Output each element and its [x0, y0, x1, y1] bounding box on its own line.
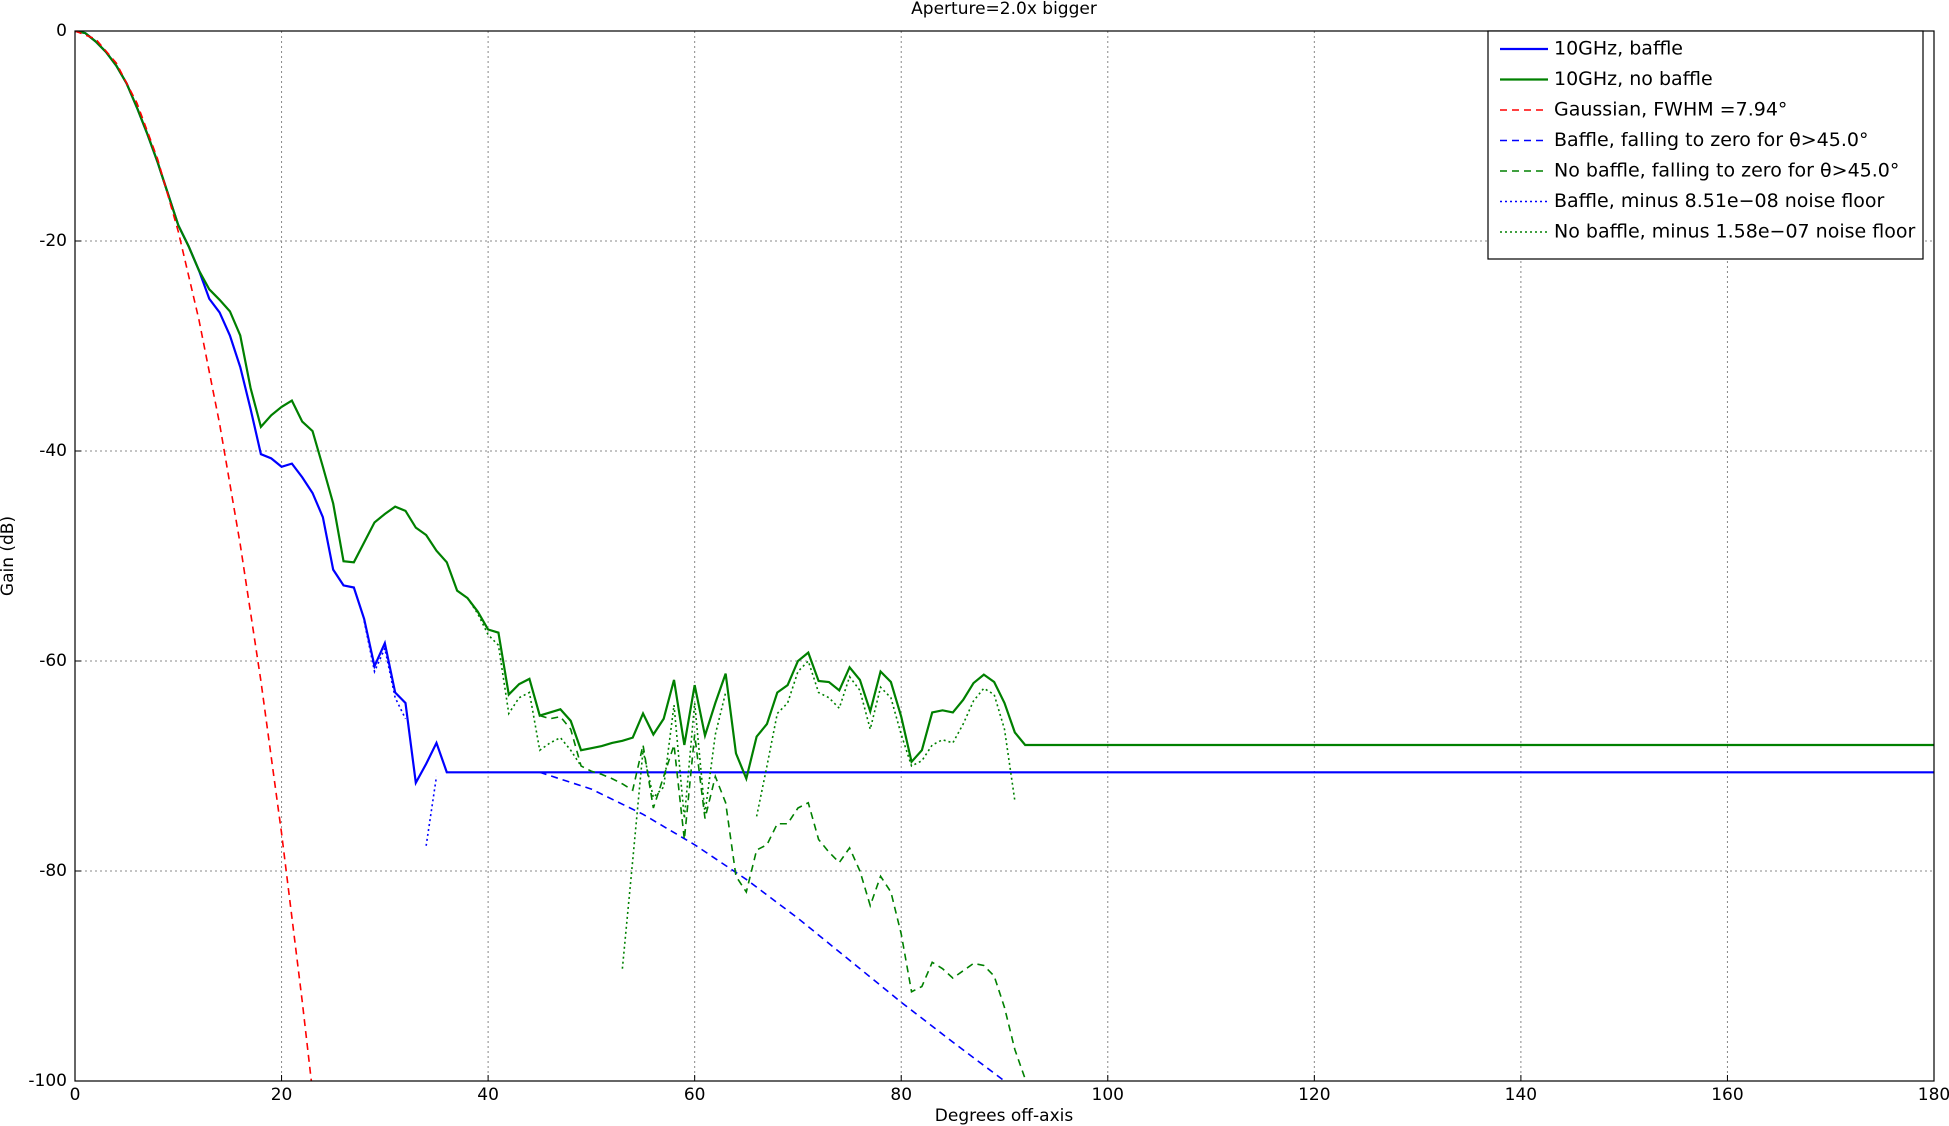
series-line	[75, 31, 1934, 783]
chart-title: Aperture=2.0x bigger	[911, 0, 1097, 19]
series-line	[363, 620, 438, 846]
x-tick-label: 180	[1918, 1085, 1949, 1105]
y-tick-label: 0	[56, 21, 67, 41]
legend-label: Baffle, falling to zero for θ>45.0°	[1554, 129, 1868, 151]
y-tick-label: -20	[39, 231, 67, 251]
x-axis-label: Degrees off-axis	[935, 1106, 1074, 1126]
plot-frame	[74, 30, 1935, 1082]
series-line	[466, 597, 1016, 969]
legend-label: No baffle, falling to zero for θ>45.0°	[1554, 160, 1899, 182]
x-tick-label: 0	[70, 1085, 81, 1105]
y-tick-label: -60	[39, 651, 67, 671]
x-tick-label: 100	[1092, 1085, 1124, 1105]
x-tick-label: 60	[684, 1085, 706, 1105]
y-tick-label: -80	[39, 861, 67, 881]
x-tick-label: 40	[477, 1085, 499, 1105]
legend-label: Baffle, minus 8.51e−08 noise floor	[1554, 190, 1885, 212]
legend-label: 10GHz, baffle	[1554, 38, 1683, 60]
y-tick-label: -40	[39, 441, 67, 461]
x-tick-label: 120	[1298, 1085, 1330, 1105]
legend-box	[1487, 30, 1924, 260]
y-axis-label: Gain (dB)	[0, 516, 18, 596]
legend-label: Gaussian, FWHM =7.94°	[1554, 99, 1787, 121]
legend-label: No baffle, minus 1.58e−07 noise floor	[1554, 221, 1915, 243]
plot-lines	[75, 31, 1934, 1081]
x-tick-label: 80	[890, 1085, 912, 1105]
legend-label: 10GHz, no baffle	[1554, 68, 1713, 90]
legend: 10GHz, baffle 10GHz, no baffle Gaussian, F…	[1487, 30, 1924, 260]
x-tick-label: 160	[1711, 1085, 1743, 1105]
x-tick-label: 140	[1505, 1085, 1537, 1105]
y-tick-label: -100	[28, 1071, 67, 1091]
series-line	[539, 714, 1026, 1080]
series-line	[539, 771, 1005, 1081]
x-tick-label: 20	[271, 1085, 293, 1105]
series-line	[75, 31, 313, 1081]
